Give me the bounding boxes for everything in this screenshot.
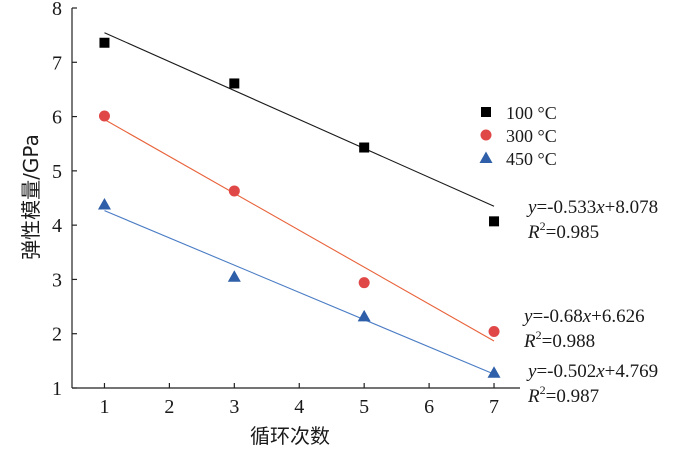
y-tick-label: 5 [52,161,62,183]
data-points [97,37,501,378]
ticks: 1 2 3 4 5 6 7 8 1 2 3 4 5 6 7 [52,0,499,418]
fit-line-1 [104,32,495,207]
axes [71,8,520,389]
data-point [228,185,240,197]
data-point [489,216,500,227]
data-point [487,366,501,378]
r-squared: R2=0.988 [523,328,595,352]
data-point [358,277,370,289]
data-point [98,110,110,122]
fit-equation: y=-0.502x+4.769 [526,361,658,382]
y-tick-label: 8 [52,0,62,20]
data-point [97,198,111,210]
legend: 100 °C 300 °C 450 °C [479,103,557,169]
y-tick-label: 2 [52,324,62,346]
y-tick-label: 7 [52,52,62,74]
x-axis-title: 循环次数 [250,424,330,448]
data-point [359,142,370,153]
legend-label: 300 °C [506,126,557,146]
x-tick-label: 1 [99,396,109,418]
fit-line-3 [104,210,495,375]
data-point [488,326,500,338]
data-point [357,309,371,322]
legend-marker [481,107,491,117]
r-squared: R2=0.985 [527,219,599,243]
data-point [229,78,240,89]
fit-equation: y=-0.533x+8.078 [526,197,658,218]
x-tick-label: 6 [424,396,434,418]
fit-lines [104,32,495,375]
y-tick-label: 3 [52,269,62,291]
fit-equations: y=-0.533x+8.078R2=0.985y=-0.68x+6.626R2=… [522,197,658,407]
data-point [99,37,110,48]
data-point [227,270,241,282]
y-axis-title: 弹性模量/GPa [19,134,43,260]
legend-label: 100 °C [506,103,557,123]
x-tick-label: 5 [359,396,369,418]
r-squared: R2=0.987 [527,383,599,407]
legend-marker [479,151,493,163]
legend-marker [480,129,492,141]
fit-equation: y=-0.68x+6.626 [522,306,645,327]
y-tick-label: 6 [52,107,62,129]
fit-line-2 [104,119,495,342]
y-tick-label: 4 [52,215,62,237]
y-tick-label: 1 [52,378,62,400]
x-tick-label: 2 [164,396,174,418]
x-tick-label: 3 [229,396,239,418]
x-tick-label: 7 [489,396,499,418]
legend-label: 450 °C [506,149,557,169]
x-tick-label: 4 [294,396,304,418]
